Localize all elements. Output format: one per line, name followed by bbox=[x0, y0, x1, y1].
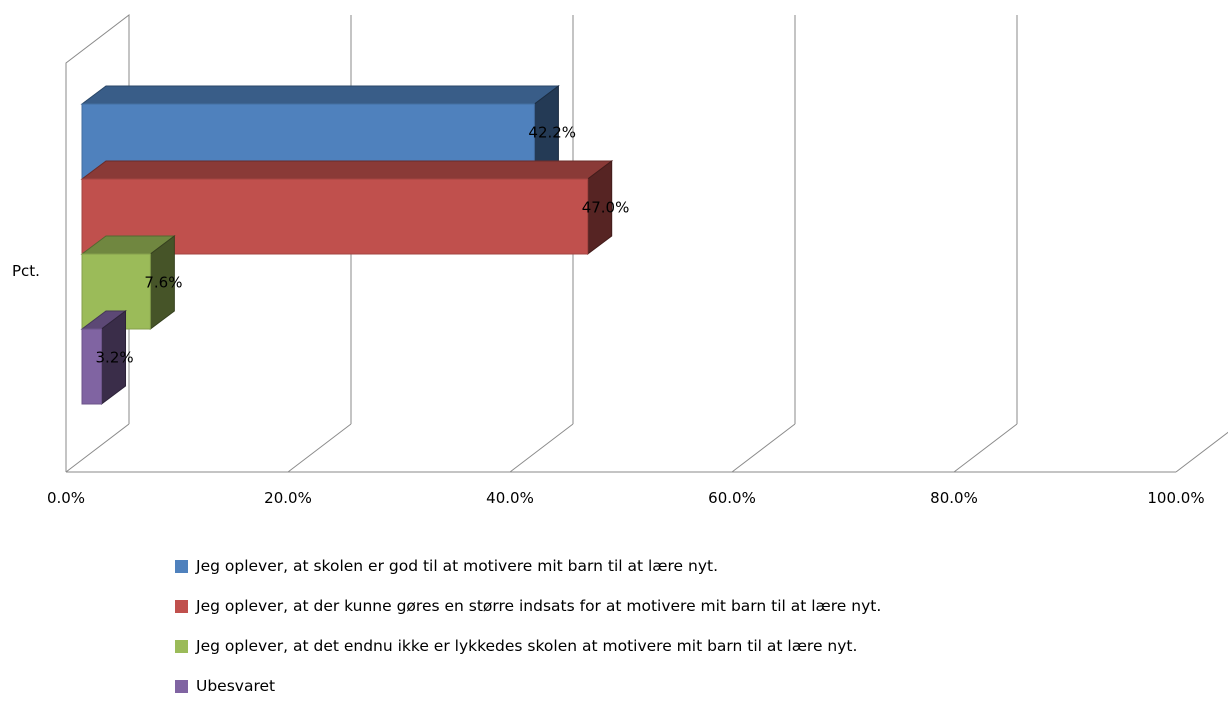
floor-gridline bbox=[731, 423, 796, 473]
bar-group: 3.2% bbox=[80, 310, 134, 405]
bar-chart: 42.2% 47.0% 7.6% 3.2% 0.0% 20.0% 40.0% 60.0% 80… bbox=[12, 13, 1228, 507]
legend-label: Jeg oplever, at der kunne gøres en størr… bbox=[196, 597, 882, 615]
legend-label: Jeg oplever, at skolen er god til at mot… bbox=[196, 557, 719, 575]
floor-gridline bbox=[1175, 431, 1228, 473]
bar-group: 7.6% bbox=[80, 235, 182, 330]
x-tick-label: 100.0% bbox=[1147, 489, 1204, 507]
x-tick-label: 40.0% bbox=[486, 489, 534, 507]
x-tick-label: 80.0% bbox=[930, 489, 978, 507]
x-tick-label: 60.0% bbox=[708, 489, 756, 507]
legend-swatch bbox=[175, 639, 188, 653]
x-axis-ticks: 0.0% 20.0% 40.0% 60.0% 80.0% 100.0% bbox=[47, 489, 1205, 507]
legend-swatch bbox=[175, 679, 188, 693]
data-label: 7.6% bbox=[144, 274, 182, 292]
legend-label: Ubesvaret bbox=[196, 677, 276, 695]
legend-label: Jeg oplever, at det endnu ikke er lykked… bbox=[196, 637, 858, 655]
floor-gridline bbox=[509, 423, 574, 473]
legend-item: Jeg oplever, at der kunne gøres en størr… bbox=[175, 586, 881, 626]
legend-item: Jeg oplever, at skolen er god til at mot… bbox=[175, 546, 881, 586]
legend-swatch bbox=[175, 559, 188, 573]
data-label: 3.2% bbox=[96, 349, 134, 367]
floor-gridline bbox=[287, 423, 352, 473]
bars: 42.2% 47.0% 7.6% 3.2% bbox=[80, 85, 630, 405]
bar-top-face bbox=[80, 85, 560, 105]
x-tick-label: 0.0% bbox=[47, 489, 85, 507]
bar bbox=[81, 328, 103, 405]
legend-item: Jeg oplever, at det endnu ikke er lykked… bbox=[175, 626, 881, 666]
floor-gridline bbox=[953, 423, 1018, 473]
data-label: 42.2% bbox=[528, 124, 576, 142]
x-tick-label: 20.0% bbox=[264, 489, 312, 507]
legend: Jeg oplever, at skolen er god til at mot… bbox=[175, 546, 881, 706]
category-label: Pct. bbox=[12, 262, 40, 280]
legend-swatch bbox=[175, 599, 188, 613]
data-label: 47.0% bbox=[582, 199, 630, 217]
floor-gridline bbox=[65, 423, 130, 473]
bar-top-face bbox=[80, 160, 614, 180]
legend-item: Ubesvaret bbox=[175, 666, 881, 706]
